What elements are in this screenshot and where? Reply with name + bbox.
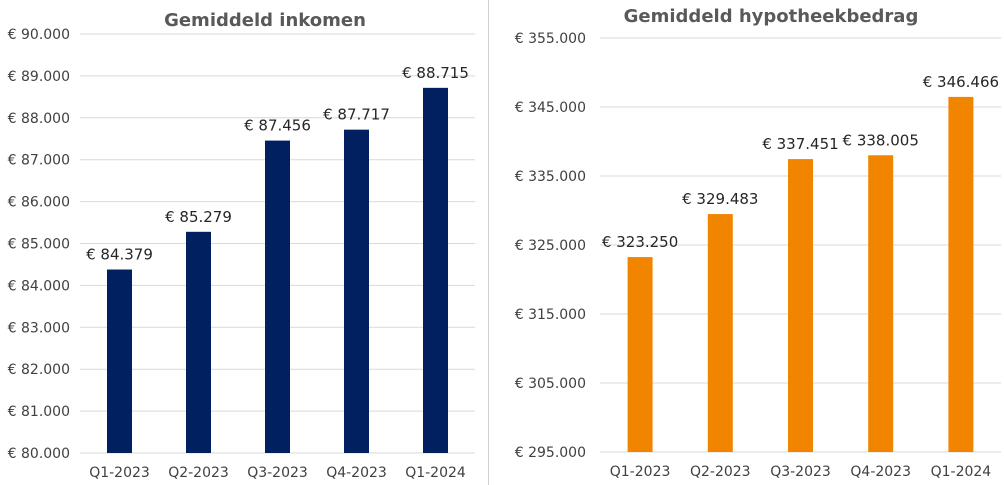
- data-label: € 87.456: [244, 117, 311, 135]
- y-tick-label: € 325.000: [515, 238, 586, 254]
- data-label: € 87.717: [323, 106, 390, 124]
- y-tick-label: € 82.000: [8, 362, 70, 378]
- data-label: € 338.005: [843, 131, 919, 149]
- x-tick-label: Q1-2023: [89, 465, 150, 481]
- bar: [707, 214, 733, 452]
- bar: [107, 269, 132, 453]
- bar: [423, 87, 448, 454]
- y-tick-label: € 84.000: [8, 278, 70, 294]
- bar: [868, 155, 894, 452]
- y-tick-label: € 88.000: [8, 111, 70, 127]
- bar: [344, 129, 369, 453]
- bar: [788, 159, 813, 452]
- data-label: € 337.451: [762, 135, 838, 153]
- y-tick-label: € 87.000: [8, 153, 70, 169]
- chart-title: Gemiddeld inkomen: [164, 10, 366, 31]
- mortgage-chart: Gemiddeld hypotheekbedrag € 295.000 € 305…: [515, 6, 1001, 480]
- x-tick-label: Q4-2023: [326, 465, 387, 481]
- y-tick-label: € 89.000: [8, 69, 70, 85]
- bar: [948, 96, 974, 453]
- x-tick-label: Q3-2023: [770, 464, 831, 480]
- data-label: € 85.279: [165, 208, 232, 226]
- x-tick-label: Q2-2023: [168, 465, 229, 481]
- x-tick-label: Q2-2023: [690, 464, 751, 480]
- y-tick-label: € 80.000: [8, 446, 70, 462]
- y-tick-label: € 355.000: [515, 31, 586, 47]
- y-tick-label: € 335.000: [515, 169, 586, 185]
- x-tick-label: Q3-2023: [247, 465, 308, 481]
- chart-divider: [488, 0, 489, 485]
- y-tick-label: € 86.000: [8, 195, 70, 211]
- y-tick-label: € 85.000: [8, 237, 70, 253]
- y-tick-label: € 305.000: [515, 376, 586, 392]
- data-label: € 88.715: [402, 64, 469, 82]
- y-tick-label: € 83.000: [8, 320, 70, 336]
- y-tick-label: € 90.000: [8, 27, 70, 43]
- chart-title: Gemiddeld hypotheekbedrag: [624, 6, 919, 27]
- y-tick-label: € 315.000: [515, 307, 586, 323]
- x-tick-label: Q1-2024: [405, 465, 466, 481]
- y-tick-label: € 345.000: [515, 100, 586, 116]
- bar: [627, 257, 653, 452]
- bar: [265, 140, 290, 453]
- income-chart: Gemiddeld inkomen € 80.000 € 81.000 € 82.0…: [8, 10, 475, 481]
- data-label: € 329.483: [682, 190, 758, 208]
- x-tick-label: Q1-2024: [931, 464, 992, 480]
- x-tick-label: Q4-2023: [850, 464, 911, 480]
- data-label: € 84.379: [86, 246, 153, 264]
- y-tick-label: € 81.000: [8, 404, 70, 420]
- data-label: € 346.466: [923, 73, 999, 91]
- bar: [186, 231, 211, 453]
- x-tick-label: Q1-2023: [610, 464, 671, 480]
- data-label: € 323.250: [602, 233, 678, 251]
- y-tick-label: € 295.000: [515, 445, 586, 461]
